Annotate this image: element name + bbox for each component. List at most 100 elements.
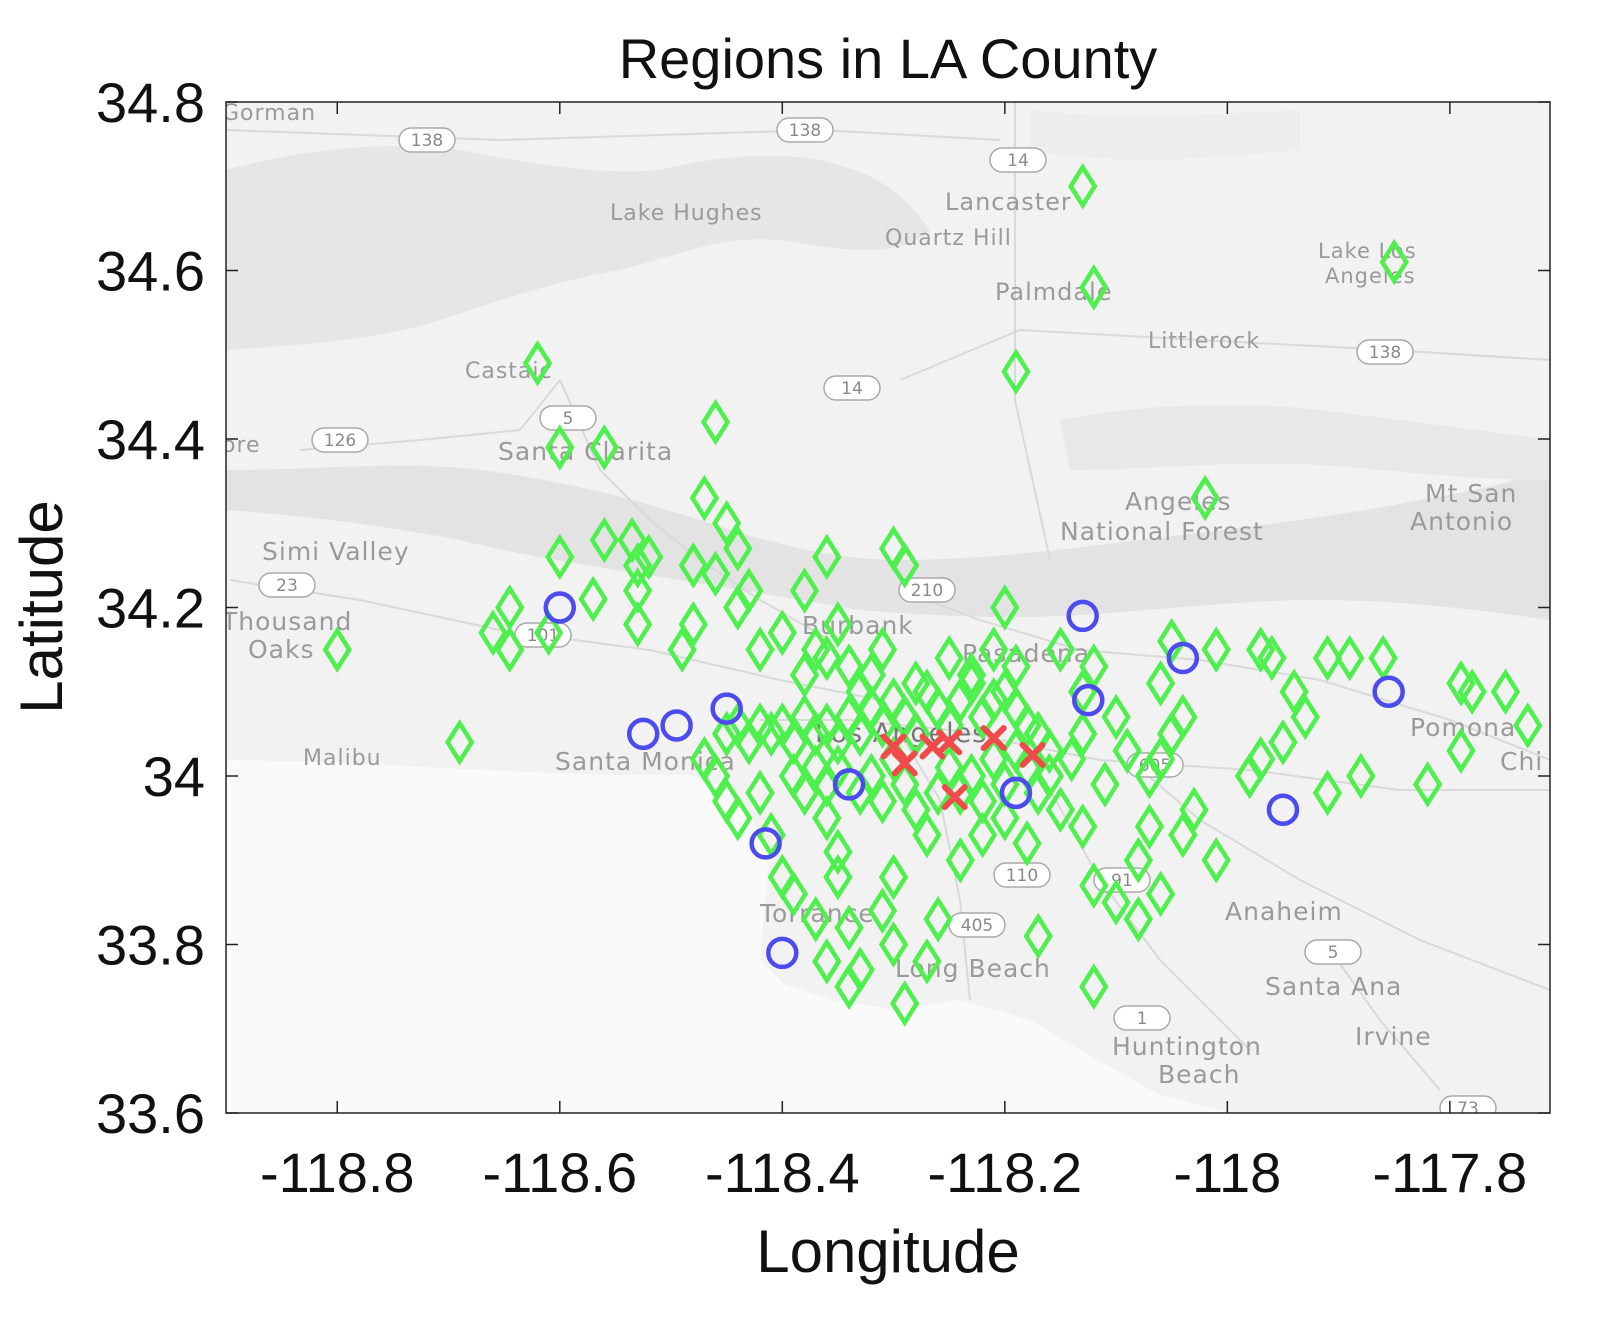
road-shield-label: 138 xyxy=(1369,343,1401,363)
diamond-point xyxy=(678,601,708,648)
diamond-point xyxy=(1446,727,1476,774)
circle-point xyxy=(749,827,782,860)
diamond-point xyxy=(878,921,909,968)
road-shield-label: 73 xyxy=(1457,1099,1479,1119)
road-shield: 210 xyxy=(898,577,956,603)
diamond-point xyxy=(1190,474,1220,522)
diamond-point xyxy=(878,853,909,901)
diamond-point xyxy=(1312,634,1343,682)
map-label-malibu: Malibu xyxy=(303,746,382,771)
circle-point xyxy=(1372,675,1405,708)
x-tick-label: -118 xyxy=(1173,1141,1281,1204)
y-axis-label: Latitude xyxy=(8,500,75,714)
map-label-beach: Beach xyxy=(1158,1060,1240,1089)
y-tick-label: 34.4 xyxy=(96,408,205,471)
diamond-point xyxy=(1068,803,1098,850)
diamond-point xyxy=(1012,820,1042,867)
diamond-point xyxy=(1257,634,1287,682)
road-shield-label: 138 xyxy=(789,121,821,141)
map-label-thousand: Thousand xyxy=(221,607,352,636)
diamond-point xyxy=(623,567,653,614)
diamond-point xyxy=(801,896,831,943)
y-tick-label: 34.6 xyxy=(96,240,205,303)
diamond-point xyxy=(867,626,898,673)
diamond-point xyxy=(1045,786,1076,833)
x-point xyxy=(891,750,918,777)
map-label-santa-clarita: Santa Clarita xyxy=(498,437,673,466)
diamond-point xyxy=(322,626,352,673)
map-label-chi: Chi xyxy=(1500,747,1543,776)
road-shield-label: 101 xyxy=(527,626,559,646)
data-markers xyxy=(322,163,1543,1027)
diamond-point xyxy=(1101,693,1131,741)
diamond-point xyxy=(1290,693,1320,741)
circle-point xyxy=(766,936,799,970)
road-shield: 5 xyxy=(1304,939,1362,965)
diamond-point xyxy=(1145,735,1176,783)
diamond-point xyxy=(1079,264,1109,311)
map-background xyxy=(226,102,1550,1113)
diamond-point xyxy=(834,643,864,690)
diamond-point xyxy=(745,626,775,673)
diamond-point xyxy=(1412,761,1443,808)
circle-point xyxy=(1266,793,1300,826)
diamond-point xyxy=(723,794,753,842)
diamond-point xyxy=(1234,752,1265,800)
diamond-point xyxy=(1068,710,1098,758)
diamond-point xyxy=(1346,752,1376,800)
diamond-point xyxy=(1101,879,1131,926)
diamond-point xyxy=(890,980,920,1027)
diamond-point xyxy=(845,710,875,758)
map-label-antonio: Antonio xyxy=(1410,507,1513,536)
diamond-point xyxy=(934,744,964,791)
diamond-point xyxy=(923,896,953,943)
diamond-point xyxy=(1145,660,1176,707)
diamond-point xyxy=(867,778,898,825)
diamond-point xyxy=(1379,238,1409,286)
diamond-point xyxy=(1034,752,1064,800)
diamond-point xyxy=(1279,668,1309,715)
diamond-point xyxy=(789,651,820,699)
diamond-point xyxy=(678,542,708,589)
x-point xyxy=(1019,741,1046,768)
diamond-point xyxy=(1112,727,1142,774)
diamond-point xyxy=(934,634,964,682)
diamond-point xyxy=(1068,163,1098,210)
road-shield-label: 110 xyxy=(1006,866,1038,886)
road-shield-label: 5 xyxy=(563,409,574,429)
diamond-point xyxy=(979,676,1009,724)
circle-point xyxy=(710,692,743,725)
y-tick-label: 34.8 xyxy=(96,71,205,134)
diamond-point xyxy=(823,828,853,876)
diamond-point xyxy=(1179,786,1209,833)
road-shield: 23 xyxy=(258,572,316,598)
diamond-point xyxy=(856,752,886,800)
diamond-point xyxy=(867,887,898,935)
diamond-point xyxy=(1023,912,1053,960)
diamond-point xyxy=(589,516,619,564)
diamond-point xyxy=(956,660,987,707)
diamond-point xyxy=(1513,702,1543,749)
diamond-point xyxy=(495,626,525,673)
road-shield: 73 xyxy=(1439,1095,1497,1119)
map-label-lake-hughes: Lake Hughes xyxy=(610,201,763,226)
diamond-point xyxy=(623,542,653,589)
map-label-santa-ana: Santa Ana xyxy=(1265,972,1402,1001)
diamond-point xyxy=(901,786,931,833)
diamond-point xyxy=(812,938,842,985)
diamond-point xyxy=(834,963,864,1010)
diamond-point xyxy=(444,719,475,766)
diamond-point xyxy=(723,584,753,631)
diamond-point xyxy=(912,938,942,985)
diamond-point xyxy=(1157,710,1187,758)
map-label-quartz-hill: Quartz Hill xyxy=(885,226,1012,251)
diamond-point xyxy=(1145,870,1176,918)
diamond-point xyxy=(967,811,998,859)
x-tick-label: -118.8 xyxy=(260,1141,415,1204)
diamond-point xyxy=(1134,803,1165,850)
diamond-point xyxy=(1490,668,1521,715)
diamond-point xyxy=(834,904,864,951)
diamond-point xyxy=(1045,626,1076,673)
map-label-huntington: Huntington xyxy=(1112,1032,1262,1061)
